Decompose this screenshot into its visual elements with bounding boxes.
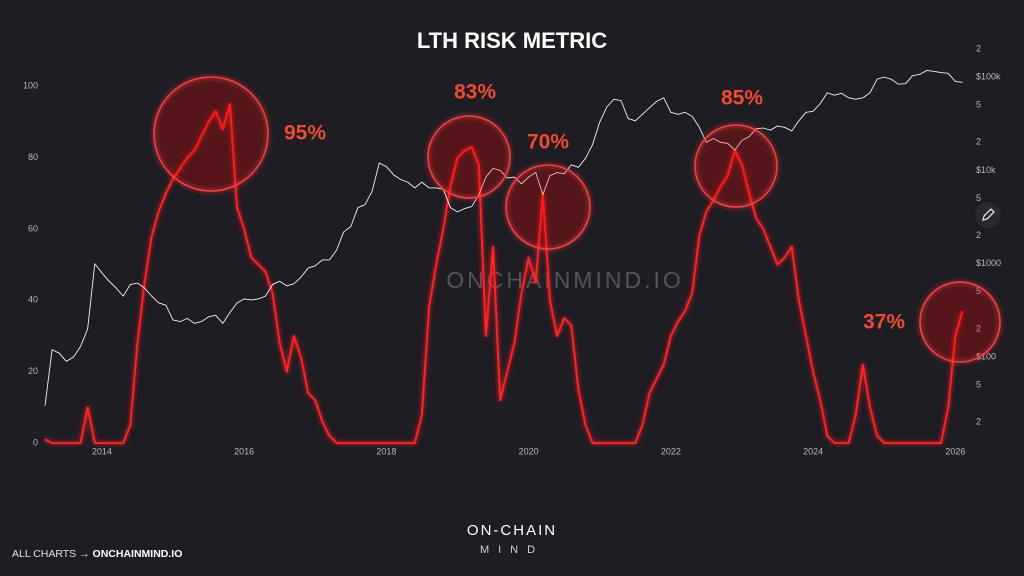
annotation: 70% (527, 131, 569, 154)
brand-bottom: MIND (480, 544, 544, 556)
annotation: 95% (284, 122, 326, 145)
watermark: ONCHAINMIND.IO (446, 267, 684, 293)
x-tick-label: 2024 (803, 446, 823, 456)
y-tick-label: 0 (33, 437, 38, 447)
highlight-circle (694, 124, 778, 208)
footer-link-prefix: ALL CHARTS → (12, 548, 90, 560)
x-tick-label: 2014 (92, 446, 112, 456)
annotation: 37% (863, 311, 905, 334)
edit-button-bg[interactable] (975, 202, 1001, 228)
highlight-circle (919, 281, 1001, 363)
pencil-icon (982, 208, 995, 221)
highlight-circle (505, 164, 591, 250)
x-tick-label: 2018 (376, 446, 396, 456)
y2-tick-label: 5 (976, 380, 981, 390)
y2-tick-label: 2 (976, 230, 981, 240)
highlight-circle (153, 76, 269, 192)
x-tick-label: 2022 (661, 446, 681, 456)
footer-link: ALL CHARTS → ONCHAINMIND.IO (12, 548, 182, 560)
y2-tick-label: 2 (976, 137, 981, 147)
chart-title: LTH RISK METRIC (417, 28, 607, 53)
x-tick-label: 2016 (234, 446, 254, 456)
brand-top: ON-CHAIN (467, 522, 557, 539)
x-tick-label: 2026 (945, 446, 965, 456)
y-tick-label: 80 (28, 152, 38, 162)
annotation: 83% (454, 81, 496, 104)
y-tick-label: 100 (23, 81, 38, 91)
y2-tick-label: 5 (976, 193, 981, 203)
y-tick-label: 20 (28, 366, 38, 376)
highlight-circle (427, 115, 511, 199)
y2-tick-label: 5 (976, 100, 981, 110)
x-tick-label: 2020 (519, 446, 539, 456)
y2-tick-label: 2 (976, 43, 981, 53)
annotation: 85% (721, 87, 763, 110)
y2-tick-label: $100k (976, 72, 1001, 82)
y2-tick-label: $100 (976, 351, 996, 361)
footer-link-site[interactable]: ONCHAINMIND.IO (93, 548, 183, 560)
y2-tick-label: 2 (976, 417, 981, 427)
edit-button[interactable] (975, 202, 1001, 228)
y2-tick-label: $1000 (976, 258, 1001, 268)
y2-tick-label: $10k (976, 165, 996, 175)
y-tick-label: 40 (28, 295, 38, 305)
y-tick-label: 60 (28, 223, 38, 233)
